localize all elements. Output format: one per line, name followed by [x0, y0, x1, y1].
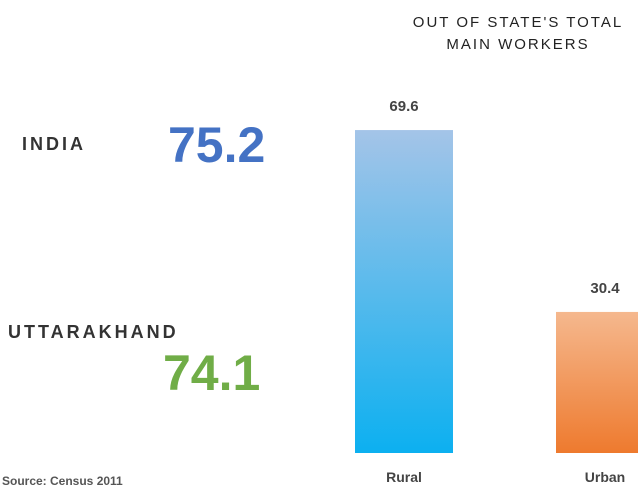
bar: [556, 311, 638, 453]
x-tick-label: Urban: [584, 469, 626, 485]
stat-value: 75.2: [168, 117, 266, 173]
stat-value: 74.1: [163, 345, 261, 401]
x-tick-label: Rural: [386, 469, 422, 485]
chart-title: OUT OF STATE'S TOTAL MAIN WORKERS: [412, 14, 624, 53]
value-label: 30.4: [590, 279, 620, 297]
value-label: 69.6: [389, 98, 419, 116]
stat-label: INDIA: [22, 134, 86, 154]
stat-label: UTTARAKHAND: [8, 322, 179, 342]
source: Source: Census 2011: [2, 474, 123, 488]
bar: [355, 130, 453, 453]
